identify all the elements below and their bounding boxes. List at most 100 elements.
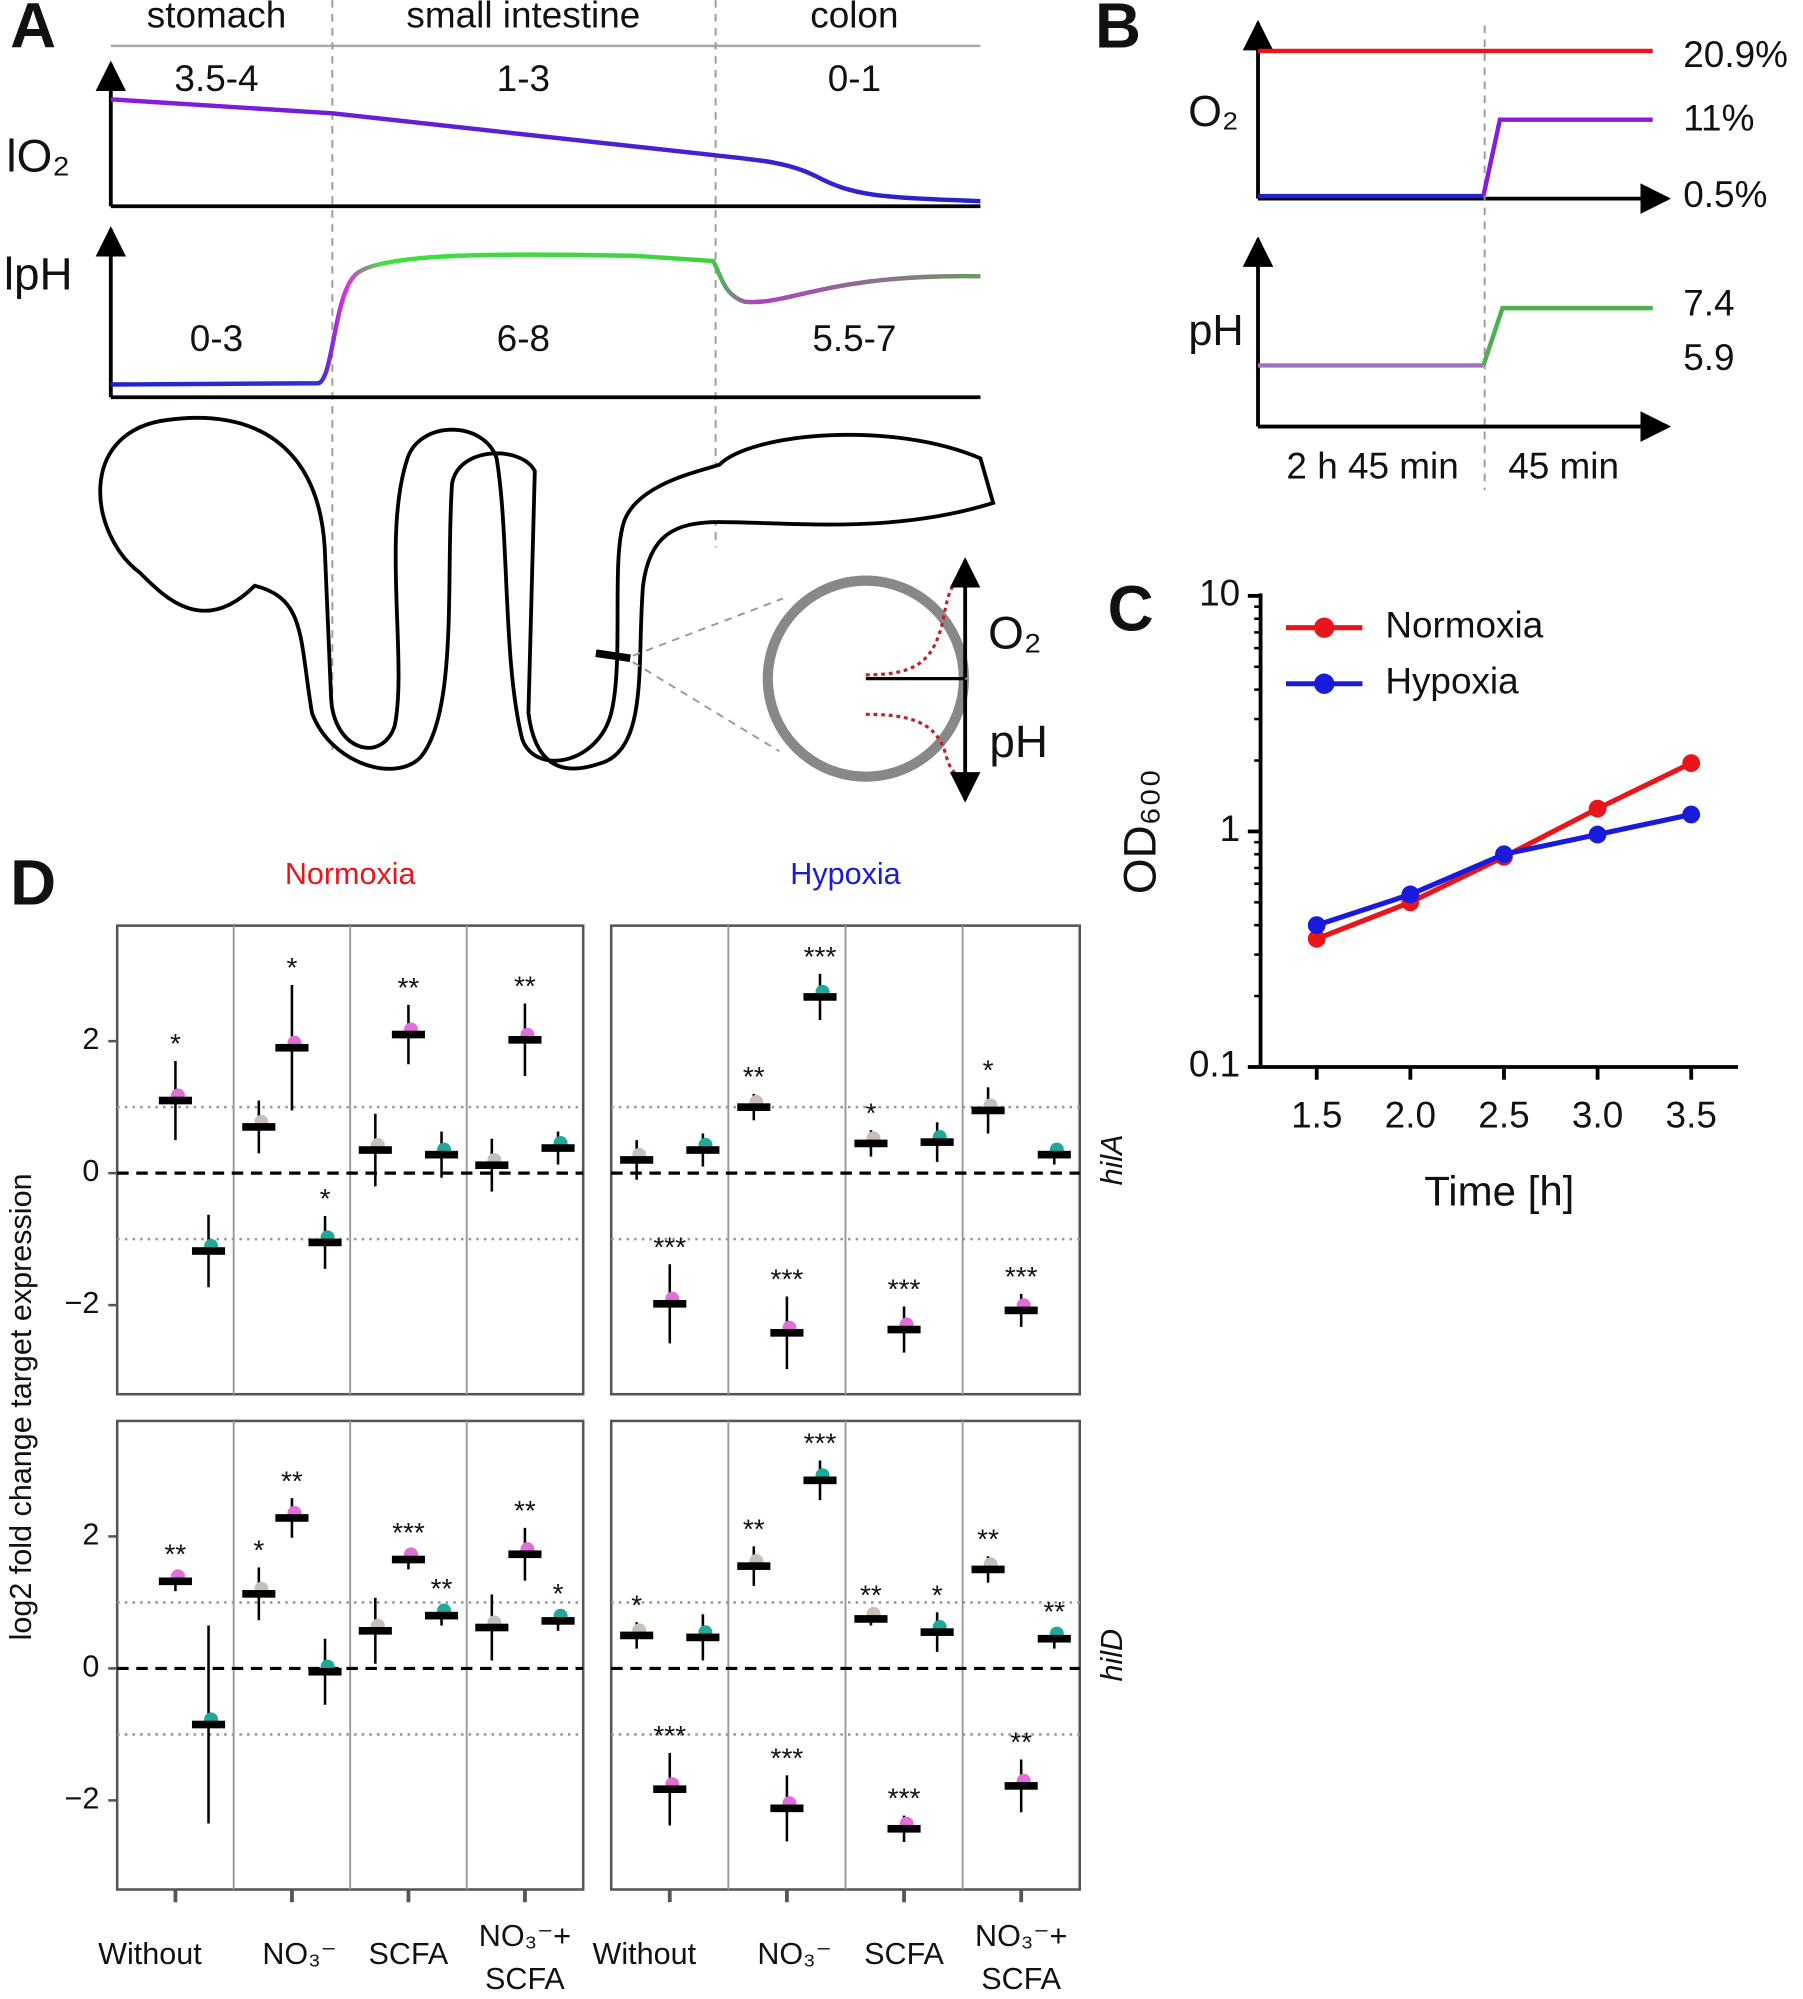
x-tick-label: Without: [98, 1937, 202, 1971]
mean-bar: [158, 1577, 192, 1586]
ph-range: 6-8: [497, 318, 550, 359]
significance: **: [431, 1573, 453, 1604]
significance: ***: [804, 941, 837, 972]
panel-label: B: [1095, 0, 1141, 61]
y-tick-label: 0: [82, 1154, 99, 1188]
x-tick-label: SCFA: [485, 1962, 565, 1996]
mean-bar: [541, 1617, 575, 1625]
mean-bar: [508, 1036, 542, 1044]
y-tick-label: 2: [82, 1517, 99, 1551]
axis-label: lO₂: [6, 130, 70, 181]
mean-bar: [308, 1238, 342, 1247]
mean-bar: [391, 1555, 425, 1564]
mean-bar: [1037, 1634, 1071, 1643]
panel-b-layout: [1242, 19, 1672, 491]
y-tick-label: −2: [65, 1781, 100, 1815]
y-axis-label: log2 fold change target expression: [4, 1173, 38, 1640]
significance: **: [398, 972, 420, 1003]
mean-bar: [358, 1146, 392, 1154]
x-tick-label: SCFA: [981, 1962, 1061, 1996]
mean-bar: [158, 1096, 192, 1105]
significance: **: [165, 1539, 187, 1570]
significance: *: [553, 1578, 564, 1609]
phase-label: 2 h 45 min: [1286, 445, 1458, 486]
significance: **: [977, 1523, 999, 1554]
significance: ***: [804, 1428, 837, 1459]
x-tick-label: NO₃⁻+: [479, 1919, 571, 1953]
o2-phase-2: [1481, 117, 1653, 197]
point: [1588, 825, 1607, 844]
mean-bar: [1004, 1782, 1038, 1790]
mean-bar: [920, 1628, 954, 1636]
axis-label: O₂: [1188, 88, 1238, 136]
significance: **: [514, 971, 536, 1002]
panel-label: D: [10, 847, 56, 918]
section-label: O₂: [988, 608, 1041, 659]
mean-bar: [424, 1150, 459, 1159]
mean-bar: [242, 1590, 276, 1598]
significance: *: [865, 1097, 876, 1128]
significance: ***: [392, 1517, 425, 1548]
ph-curve: [110, 252, 981, 387]
column-title: Hypoxia: [790, 857, 900, 891]
mean-bar: [541, 1144, 575, 1152]
legend-label: Hypoxia: [1385, 660, 1519, 701]
x-tick-label: 3.5: [1666, 1095, 1717, 1136]
point: [1495, 845, 1513, 864]
point: [1307, 929, 1326, 948]
significance: **: [743, 1061, 765, 1092]
significance: *: [320, 1183, 331, 1214]
mean-bar: [1037, 1150, 1071, 1159]
mean-bar: [686, 1146, 720, 1154]
x-tick-label: 3.0: [1572, 1095, 1623, 1136]
legend-marker: [1314, 617, 1335, 638]
mean-bar: [424, 1611, 459, 1620]
significance: ***: [1005, 1261, 1038, 1292]
ph-level: 7.4: [1683, 282, 1734, 323]
mean-bar: [620, 1156, 654, 1164]
y-tick-label: 0.1: [1189, 1044, 1240, 1085]
significance: *: [631, 1589, 642, 1620]
ph-phase-2: [1481, 305, 1653, 367]
x-tick-label: 2.0: [1385, 1095, 1436, 1136]
y-tick-label: 1: [1220, 808, 1241, 849]
point: [1588, 799, 1607, 818]
mean-bar: [308, 1667, 342, 1676]
significance: ***: [653, 1720, 686, 1751]
legend-marker: [1314, 673, 1335, 694]
mean-bar: [854, 1139, 888, 1148]
y-tick-label: 10: [1199, 573, 1240, 614]
significance: **: [281, 1465, 303, 1496]
zoom-line: [632, 597, 784, 657]
significance: **: [514, 1495, 536, 1526]
column-title: Normoxia: [285, 857, 416, 891]
mean-bar: [737, 1562, 771, 1570]
mean-bar: [803, 993, 837, 1001]
mean-bar: [920, 1138, 954, 1146]
y-tick-label: 0: [82, 1649, 99, 1683]
x-tick-label: NO₃⁻: [757, 1937, 831, 1971]
mean-bar: [686, 1633, 720, 1642]
significance: ***: [771, 1742, 804, 1773]
x-tick-label: 1.5: [1291, 1095, 1342, 1136]
mean-bar: [887, 1325, 921, 1334]
mean-bar: [887, 1824, 921, 1833]
mean-bar: [242, 1123, 276, 1131]
y-tick-label: 2: [82, 1022, 99, 1056]
mean-bar: [653, 1785, 687, 1794]
ph-range: 0-3: [190, 318, 243, 359]
y-tick-label: −2: [65, 1286, 100, 1320]
significance: *: [170, 1028, 181, 1059]
x-axis-label: Time [h]: [1424, 1167, 1574, 1214]
axis-label: lpH: [4, 249, 73, 300]
o2-level: 11%: [1683, 98, 1754, 139]
o2-curve: [110, 97, 981, 204]
y-axis-label: OD₆₀₀: [1115, 769, 1166, 894]
o2-range: 0-1: [828, 58, 881, 99]
point: [1682, 805, 1701, 824]
mean-bar: [275, 1514, 309, 1522]
zoom-line: [632, 661, 780, 753]
panel-label: A: [10, 0, 56, 61]
o2-range: 1-3: [497, 58, 550, 99]
